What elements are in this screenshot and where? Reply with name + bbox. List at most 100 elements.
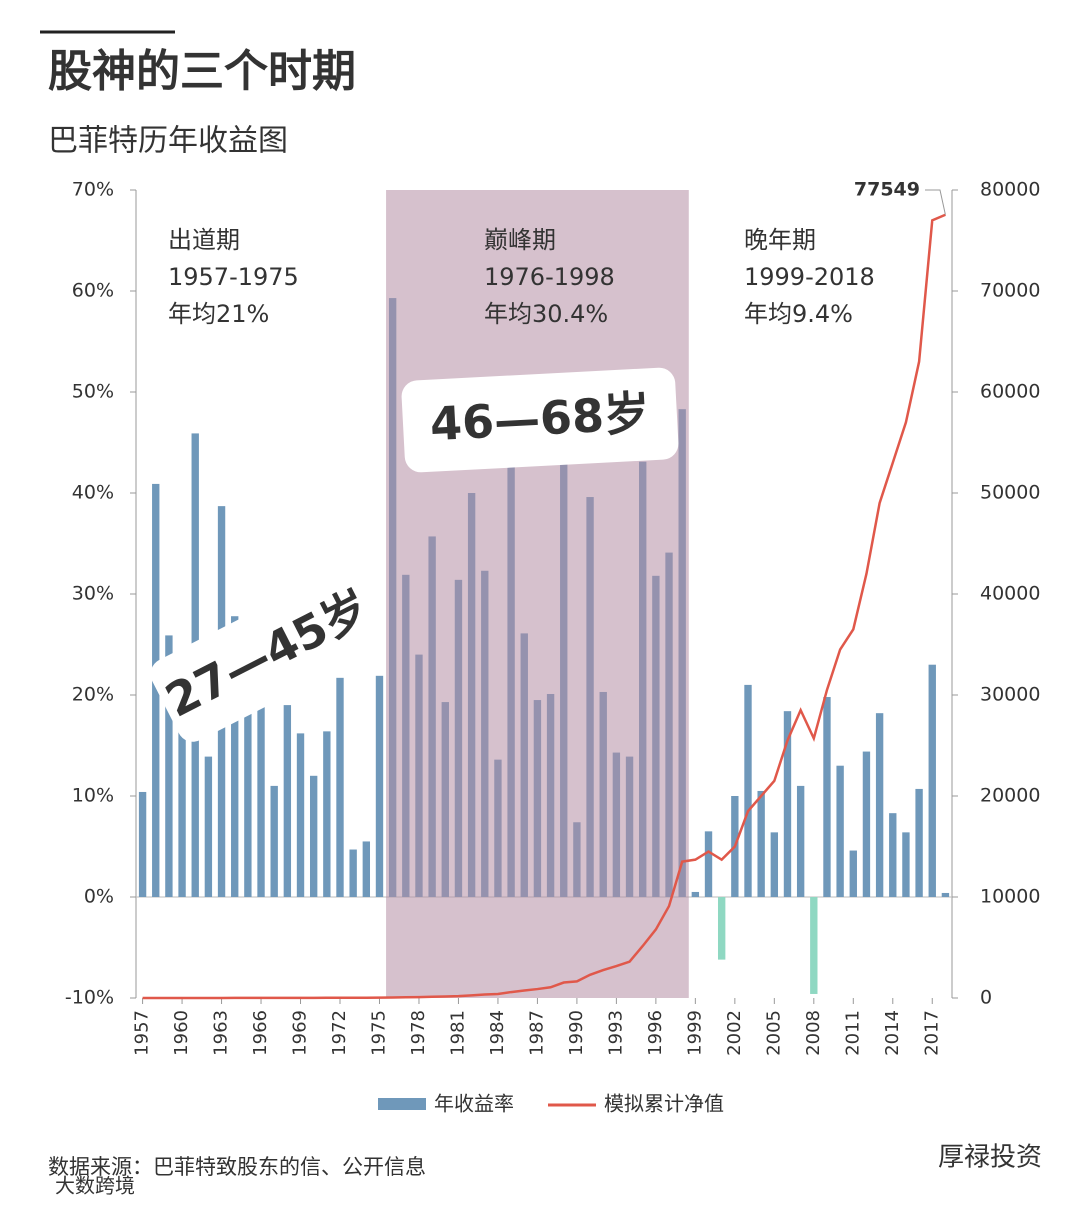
x-tick-label: 2008 [803, 1010, 824, 1056]
watermark: 大数跨境 [55, 1174, 135, 1198]
y2-tick-label: 0 [980, 987, 992, 1009]
y-tick-label: 20% [72, 684, 114, 706]
bar [875, 713, 884, 897]
bar [231, 616, 239, 897]
bar [296, 733, 305, 897]
x-tick-label: 2017 [921, 1010, 942, 1056]
x-tick-label: 1960 [171, 1010, 192, 1056]
bar [836, 765, 844, 897]
line [142, 213, 946, 1000]
bar [889, 813, 897, 897]
x-tick-label: 1963 [211, 1010, 232, 1056]
x-tick-label: 2005 [763, 1010, 784, 1056]
x-tick-label: 1978 [408, 1010, 429, 1056]
x-tick-label: 1999 [684, 1010, 705, 1056]
period-name: 巅峰期 [484, 226, 556, 254]
x-tick-label: 1987 [526, 1010, 547, 1056]
sticker-bg [150, 568, 386, 742]
bar [244, 656, 252, 897]
bar [204, 756, 213, 897]
source-note: 数据来源：巴菲特致股东的信、公开信息 [48, 1155, 426, 1179]
bar [915, 788, 923, 897]
bar [796, 785, 805, 897]
bar [178, 666, 186, 897]
y-tick-label: 60% [72, 280, 114, 302]
y-tick-label: -10% [65, 987, 114, 1009]
plot: -10% 0% 10% 20% 30% 40% 50% 60% 70% 0 10000 20000 30… [65, 179, 1041, 1116]
chart-title: 股神的三个时期 [48, 46, 356, 97]
bar [770, 832, 779, 897]
legend-label: 模拟累计净值 [604, 1092, 724, 1116]
bar [309, 775, 318, 897]
period-range: 1957-1975 [168, 263, 299, 291]
period-average: 年均30.4% [484, 300, 608, 328]
bar [823, 697, 831, 897]
y2-tick-label: 70000 [980, 280, 1040, 302]
chart-subtitle: 巴菲特历年收益图 [48, 124, 288, 159]
sticker-bg [401, 367, 679, 473]
y2-tick-label: 80000 [980, 179, 1040, 201]
bar [757, 790, 765, 897]
bar [165, 635, 173, 897]
bar [336, 677, 344, 897]
y2-tick-label: 40000 [980, 583, 1040, 605]
watermark: 厚禄投资 [938, 1143, 1042, 1173]
bar [704, 831, 713, 897]
y-tick-label: 70% [72, 179, 114, 201]
y2-tick-label: 50000 [980, 482, 1040, 504]
y-tick-label: 50% [72, 381, 114, 403]
leader-line [925, 189, 946, 215]
shaded-period [386, 190, 689, 998]
y2-tick-label: 60000 [980, 381, 1040, 403]
x-tick-label: 1972 [329, 1010, 350, 1056]
y2-tick-label: 30000 [980, 684, 1040, 706]
bar [928, 664, 936, 897]
y2-tick-label: 20000 [980, 785, 1040, 807]
bar [283, 705, 292, 897]
sticker-text: 46—68岁 [429, 386, 652, 451]
sticker: 46—68岁 [401, 367, 679, 473]
bar [902, 832, 910, 897]
bar [323, 731, 331, 897]
bar [270, 785, 278, 897]
x-tick-label: 1975 [368, 1010, 389, 1056]
x-tick-label: 1996 [645, 1010, 666, 1056]
y-tick-label: 0% [84, 886, 114, 908]
x-tick-label: 1981 [447, 1010, 468, 1056]
bar [349, 849, 357, 897]
x-tick-label: 2014 [882, 1010, 903, 1056]
bar [691, 891, 700, 897]
bar [717, 897, 726, 960]
bar [941, 892, 950, 897]
y-tick-label: 30% [72, 583, 114, 605]
bar [152, 483, 160, 897]
bar [138, 791, 147, 897]
x-tick-label: 2011 [842, 1010, 863, 1056]
y2-tick-label: 10000 [980, 886, 1040, 908]
x-tick-label: 1993 [605, 1010, 626, 1056]
bar [783, 711, 792, 897]
bar [257, 691, 265, 897]
x-tick-label: 2002 [724, 1010, 745, 1056]
sticker: 27—45岁 [150, 568, 386, 742]
period-average: 年均9.4% [744, 300, 853, 328]
bar [862, 751, 871, 897]
legend-label: 年收益率 [434, 1092, 514, 1116]
bar [744, 684, 752, 897]
period-name: 晚年期 [744, 226, 816, 254]
bar [849, 850, 857, 897]
bar [362, 841, 371, 897]
bar [810, 897, 818, 994]
period-name: 出道期 [168, 226, 240, 254]
period-average: 年均21% [168, 300, 269, 328]
x-tick-label: 1966 [250, 1010, 271, 1056]
x-tick-label: 1969 [290, 1010, 311, 1056]
bar [375, 675, 384, 897]
x-tick-label: 1990 [566, 1010, 587, 1056]
period-range: 1976-1998 [484, 263, 615, 291]
period-range: 1999-2018 [744, 263, 875, 291]
y-tick-label: 10% [72, 785, 114, 807]
x-tick-label: 1984 [487, 1010, 508, 1056]
x-tick-label: 1957 [132, 1010, 153, 1056]
